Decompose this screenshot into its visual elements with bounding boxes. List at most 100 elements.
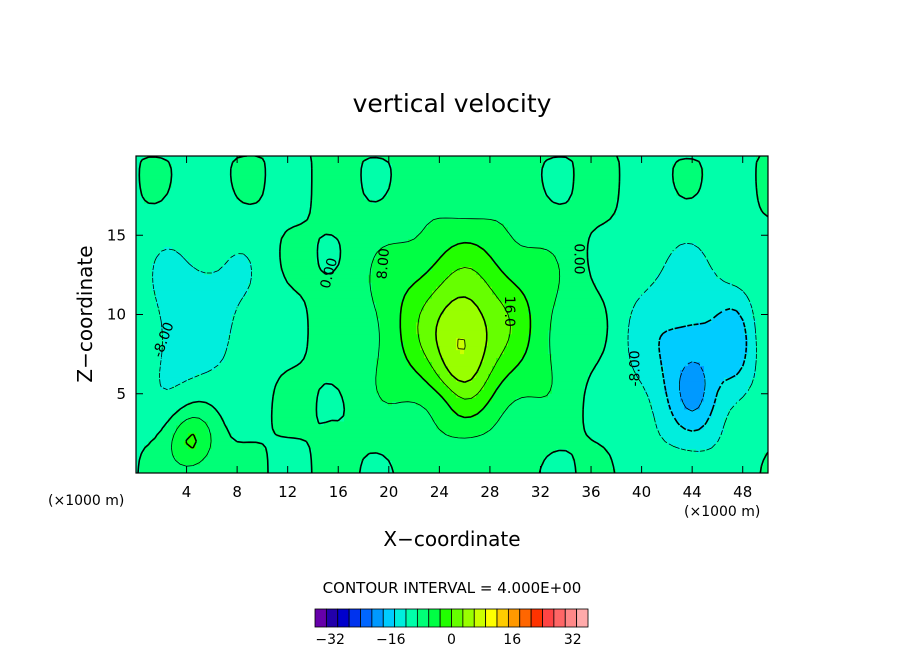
field-cell bbox=[372, 167, 377, 173]
field-cell bbox=[388, 223, 393, 228]
field-cell bbox=[592, 179, 597, 185]
field-cell bbox=[728, 175, 733, 181]
field-cell bbox=[488, 231, 493, 236]
field-cell bbox=[212, 179, 217, 185]
field-cell bbox=[572, 251, 577, 256]
field-cell bbox=[628, 259, 633, 264]
field-cell bbox=[604, 251, 609, 256]
field-cell bbox=[292, 247, 297, 252]
field-cell bbox=[404, 266, 409, 272]
field-cell bbox=[552, 243, 557, 248]
field-cell bbox=[176, 227, 181, 232]
field-cell bbox=[472, 251, 477, 256]
field-cell bbox=[492, 223, 497, 228]
field-cell bbox=[332, 262, 337, 268]
field-cell bbox=[628, 175, 633, 181]
field-cell bbox=[188, 266, 193, 272]
field-cell bbox=[572, 203, 577, 209]
field-cell bbox=[348, 278, 353, 284]
field-cell bbox=[528, 231, 533, 236]
field-cell bbox=[448, 163, 453, 169]
field-cell bbox=[564, 266, 569, 272]
field-cell bbox=[144, 175, 149, 181]
field-cell bbox=[204, 223, 209, 228]
field-cell bbox=[384, 156, 389, 161]
field-cell bbox=[672, 219, 677, 224]
field-cell bbox=[764, 243, 768, 248]
field-cell bbox=[720, 179, 725, 185]
field-cell bbox=[532, 179, 537, 185]
field-cell bbox=[724, 215, 729, 220]
field-cell bbox=[496, 247, 501, 252]
field-cell bbox=[288, 195, 293, 201]
field-cell bbox=[648, 247, 653, 252]
field-cell bbox=[620, 175, 625, 181]
field-cell bbox=[656, 171, 661, 177]
field-cell bbox=[184, 278, 189, 284]
field-cell bbox=[416, 243, 421, 248]
field-cell bbox=[640, 231, 645, 236]
field-cell bbox=[588, 215, 593, 220]
field-cell bbox=[708, 163, 713, 169]
field-cell bbox=[456, 179, 461, 185]
field-cell bbox=[600, 259, 605, 264]
field-cell bbox=[144, 191, 149, 197]
field-cell bbox=[544, 223, 549, 228]
field-cell bbox=[492, 175, 497, 181]
field-cell bbox=[228, 211, 233, 216]
field-cell bbox=[268, 223, 273, 228]
field-cell bbox=[624, 239, 629, 244]
field-cell bbox=[464, 270, 469, 276]
field-cell bbox=[736, 235, 741, 240]
field-cell bbox=[300, 266, 305, 272]
field-cell bbox=[420, 227, 425, 232]
field-cell bbox=[464, 255, 469, 260]
field-cell bbox=[740, 255, 745, 260]
field-cell bbox=[732, 163, 737, 169]
field-cell bbox=[696, 219, 701, 224]
field-cell bbox=[568, 156, 573, 161]
field-cell bbox=[236, 243, 241, 248]
field-cell bbox=[268, 179, 273, 185]
field-cell bbox=[672, 215, 677, 220]
field-cell bbox=[136, 231, 141, 236]
field-cell bbox=[264, 235, 269, 240]
field-cell bbox=[276, 223, 281, 228]
field-cell bbox=[344, 211, 349, 216]
field-cell bbox=[252, 159, 257, 165]
field-cell bbox=[688, 251, 693, 256]
field-cell bbox=[292, 191, 297, 197]
field-cell bbox=[144, 274, 149, 280]
field-cell bbox=[368, 163, 373, 169]
field-cell bbox=[400, 207, 405, 212]
field-cell bbox=[472, 239, 477, 244]
field-cell bbox=[436, 159, 441, 165]
field-cell bbox=[220, 171, 225, 177]
field-cell bbox=[604, 231, 609, 236]
field-cell bbox=[620, 227, 625, 232]
field-cell bbox=[164, 239, 169, 244]
field-cell bbox=[440, 270, 445, 276]
field-cell bbox=[404, 255, 409, 260]
field-cell bbox=[576, 191, 581, 197]
field-cell bbox=[292, 231, 297, 236]
field-cell bbox=[340, 156, 345, 161]
field-cell bbox=[300, 183, 305, 189]
field-cell bbox=[644, 159, 649, 165]
field-cell bbox=[672, 207, 677, 212]
field-cell bbox=[640, 259, 645, 264]
field-cell bbox=[532, 163, 537, 169]
field-cell bbox=[172, 183, 177, 189]
field-cell bbox=[672, 270, 677, 276]
field-cell bbox=[228, 231, 233, 236]
field-cell bbox=[404, 251, 409, 256]
field-cell bbox=[692, 187, 697, 193]
field-cell bbox=[480, 259, 485, 264]
field-cell bbox=[552, 262, 557, 268]
field-cell bbox=[140, 171, 145, 177]
field-cell bbox=[228, 199, 233, 205]
field-cell bbox=[520, 211, 525, 216]
field-cell bbox=[564, 251, 569, 256]
field-cell bbox=[320, 223, 325, 228]
field-cell bbox=[680, 243, 685, 248]
